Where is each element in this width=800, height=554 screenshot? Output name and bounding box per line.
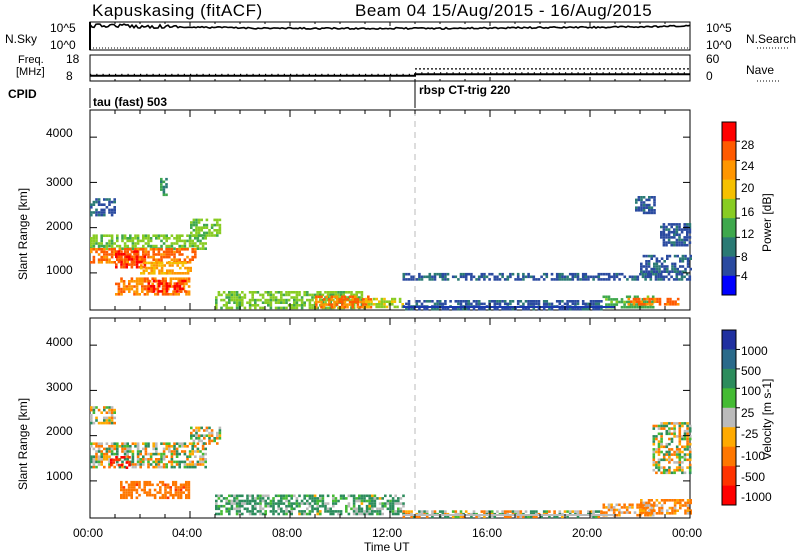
nsky-tick-low: 10^0 [50, 38, 76, 52]
power-colorbar-swatch-0 [722, 122, 736, 142]
power-colorbar-swatch-6 [722, 237, 736, 257]
power-scatter-region-4 [140, 261, 192, 275]
velocity-colorbar-swatch-2 [722, 368, 736, 389]
freq-unit-label: [MHz] [16, 66, 45, 78]
velocity-ytick-1000: 1000 [46, 469, 73, 483]
power-colorbar-swatch-8 [722, 275, 736, 296]
power-cb-tick-16: 16 [741, 205, 755, 219]
velocity-cb-label: Velocity [m s-1] [760, 378, 774, 460]
power-cb-tick-20: 20 [741, 181, 755, 195]
power-scatter-region-1 [90, 234, 207, 250]
xtick-1600: 16:00 [472, 526, 503, 540]
velocity-colorbar-swatch-3 [722, 388, 736, 409]
nsky-series-line [89, 23, 691, 31]
power-colorbar-frame [721, 121, 737, 296]
nsearch-tick-low: 10^0 [706, 38, 732, 52]
xtick-0000: 00:00 [73, 526, 104, 540]
freq-tick-low: 8 [66, 69, 73, 83]
velocity-colorbar-swatch-8 [722, 485, 736, 506]
freq-tick-high: 18 [66, 52, 80, 66]
velocity-panel-ylabel: Slant Range [km] [16, 397, 30, 490]
power-cb-tick-24: 24 [741, 159, 755, 173]
velocity-cb-tick-25: 25 [741, 406, 755, 420]
nave-tick-high: 60 [706, 52, 720, 66]
power-scatter-region-6 [147, 279, 187, 293]
velocity-cb-tick-100: 100 [741, 384, 762, 398]
velocity-scatter-region-0 [90, 442, 207, 469]
xtick-0400: 04:00 [172, 526, 203, 540]
power-scatter-region-18 [635, 196, 656, 215]
freq-series-line [90, 73, 690, 77]
nave-tick-low: 0 [706, 69, 713, 83]
velocity-ytick-2000: 2000 [46, 424, 73, 438]
power-colorbar-swatch-2 [722, 160, 736, 180]
velocity-cb-tick-minus1000: -1000 [741, 490, 772, 504]
velocity-colorbar-swatch-7 [722, 466, 736, 486]
velocity-ytick-3000: 3000 [46, 380, 73, 394]
beam-date-title: Beam 04 15/Aug/2015 - 16/Aug/2015 [355, 1, 653, 20]
xlabel: Time UT [364, 540, 410, 554]
power-colorbar-swatch-5 [722, 218, 736, 238]
velocity-scatter-region-8 [640, 499, 692, 515]
velocity-scatter-region-2 [110, 456, 131, 469]
xtick-1200: 12:00 [372, 526, 403, 540]
velocity-colorbar-swatch-4 [722, 407, 736, 428]
power-scatter-region-16 [640, 254, 692, 273]
velocity-colorbar-swatch-5 [722, 427, 736, 447]
velocity-scatter-region-1 [90, 406, 116, 425]
power-ytick-3000: 3000 [46, 175, 73, 189]
power-cb-tick-28: 28 [741, 138, 755, 152]
xtick-2000: 20:00 [572, 526, 603, 540]
power-colorbar-swatch-4 [722, 198, 736, 219]
power-scatter-region-15 [627, 297, 680, 306]
velocity-scatter-region-3 [120, 480, 191, 500]
velocity-colorbar-swatch-0 [722, 330, 736, 350]
power-scatter-region-0 [90, 198, 116, 217]
velocity-cb-tick-minus500: -500 [741, 470, 766, 484]
power-cb-tick-4: 4 [741, 269, 748, 283]
xtick-0800: 08:00 [272, 526, 303, 540]
power-ytick-2000: 2000 [46, 219, 73, 233]
velocity-scatter-region-4 [190, 426, 222, 445]
velocity-colorbar-swatch-6 [722, 446, 736, 467]
power-scatter-region-12 [402, 300, 603, 311]
power-scatter-region-7 [190, 218, 222, 237]
power-colorbar-swatch-1 [722, 141, 736, 161]
power-ytick-4000: 4000 [46, 126, 73, 140]
freq-label: Freq. [18, 54, 44, 66]
power-scatter-region-11 [365, 297, 404, 309]
power-colorbar-swatch-3 [722, 179, 736, 200]
velocity-cb-tick-minus25: -25 [741, 427, 759, 441]
nave-label: Nave [746, 63, 775, 77]
power-scatter-region-17 [660, 223, 692, 247]
station-title: Kapuskasing (fitACF) [92, 1, 263, 20]
power-colorbar-swatch-7 [722, 256, 736, 277]
velocity-colorbar-swatch-1 [722, 349, 736, 370]
nsearch-tick-high: 10^5 [706, 21, 732, 35]
power-ytick-1000: 1000 [46, 263, 73, 277]
power-cb-tick-12: 12 [741, 227, 755, 241]
power-cb-label: Power [dB] [760, 193, 774, 252]
xtick-0000-end: 00:00 [672, 526, 703, 540]
velocity-cb-tick-500: 500 [741, 364, 762, 378]
power-scatter-region-13 [402, 272, 692, 281]
power-cb-tick-8: 8 [741, 250, 748, 264]
cpid-entry-1: tau (fast) 503 [93, 95, 168, 109]
velocity-cb-tick-1000: 1000 [741, 344, 768, 358]
power-panel-ylabel: Slant Range [km] [16, 187, 30, 280]
nsky-label: N.Sky [5, 32, 38, 46]
nsky-tick-high: 10^5 [50, 21, 76, 35]
velocity-cb-tick-minus100: -100 [741, 449, 766, 463]
cpid-label: CPID [8, 87, 37, 101]
nsearch-label: N.Search [746, 32, 797, 46]
cpid-entry-2: rbsp CT-trig 220 [419, 83, 511, 97]
velocity-ytick-4000: 4000 [46, 335, 73, 349]
velocity-colorbar-frame [721, 329, 737, 506]
velocity-scatter-region-9 [652, 422, 692, 475]
velocity-scatter-region-5 [215, 494, 405, 516]
power-scatter-region-8 [160, 177, 168, 197]
